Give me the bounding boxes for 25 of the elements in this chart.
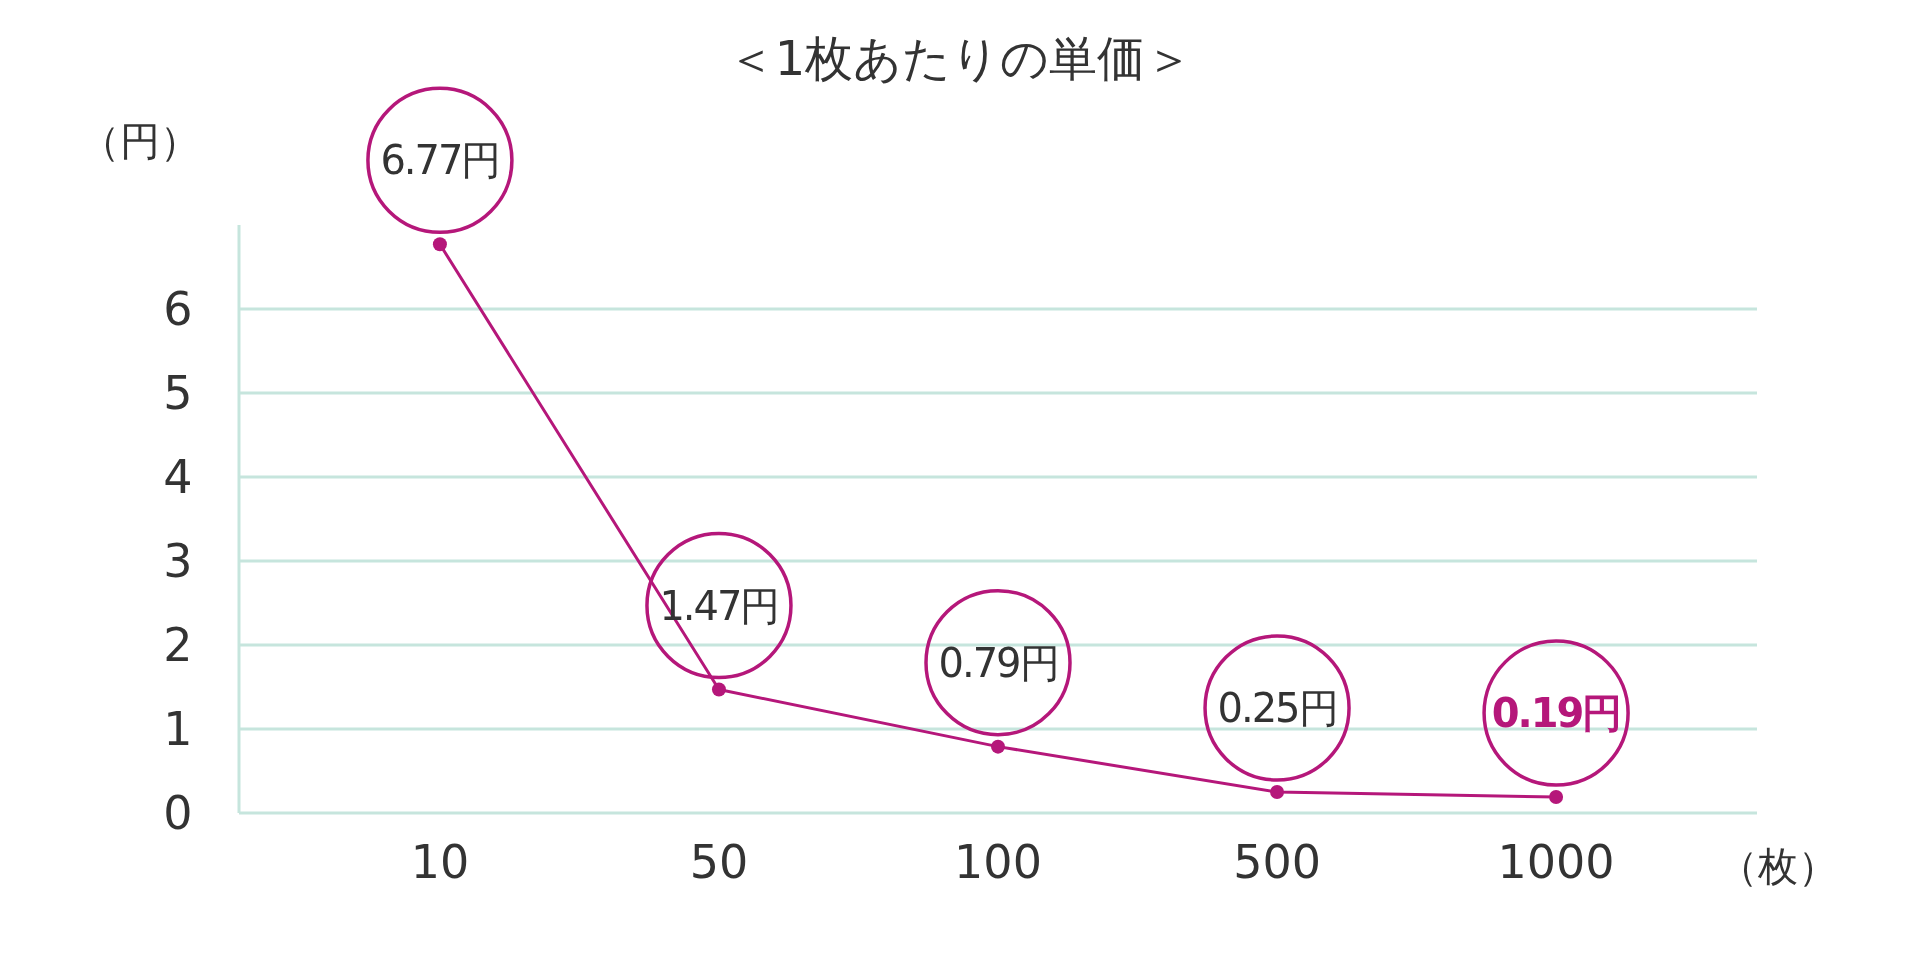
data-label: 0.79円 <box>938 639 1058 686</box>
x-tick-label: 500 <box>1233 835 1321 889</box>
x-tick-label: 100 <box>954 835 1042 889</box>
y-tick-label: 0 <box>163 786 193 840</box>
point <box>432 237 447 252</box>
data-label: 6.77円 <box>380 137 500 184</box>
x-tick-label: 1000 <box>1497 835 1615 889</box>
y-tick-label: 2 <box>163 618 193 672</box>
y-tick-label: 5 <box>163 366 193 420</box>
x-axis-title: （枚） <box>1718 843 1838 889</box>
point <box>991 739 1005 754</box>
y-axis-title: （円） <box>80 118 200 164</box>
y-tick-label: 4 <box>163 450 193 504</box>
data-label: 1.47円 <box>659 582 779 629</box>
point <box>1270 785 1285 799</box>
y-tick-label: 6 <box>163 282 193 336</box>
x-tick-label: 50 <box>689 835 749 889</box>
y-tick-label: 3 <box>163 534 193 588</box>
point <box>711 682 726 697</box>
data-label: 0.19円 <box>1491 690 1621 737</box>
chart-title: ＜1枚あたりの単価＞ <box>726 30 1194 86</box>
point <box>1549 790 1564 805</box>
x-tick-label: 10 <box>410 835 470 889</box>
y-tick-label: 1 <box>163 702 193 756</box>
data-label: 0.25円 <box>1217 685 1337 731</box>
